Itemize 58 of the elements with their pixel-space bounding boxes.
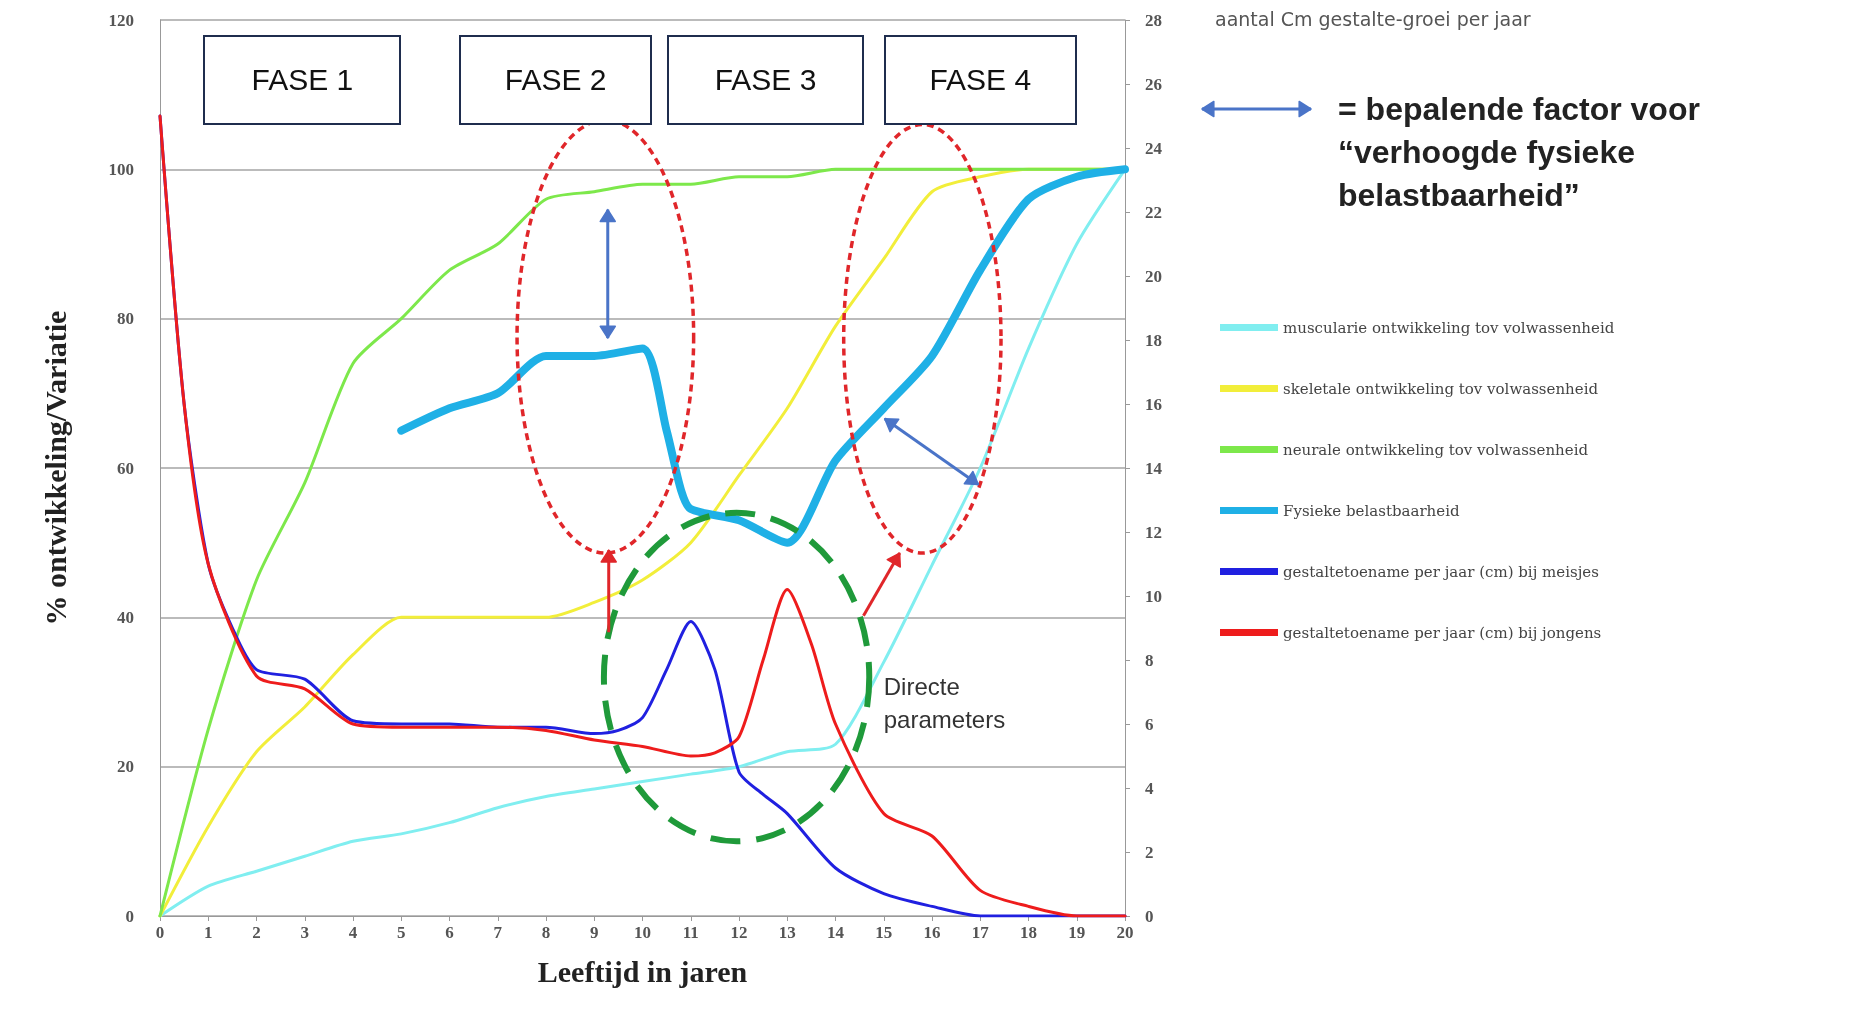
legend-label: neurale ontwikkeling tov volwassenheid — [1283, 440, 1589, 459]
y2-tick-label: 6 — [1145, 714, 1154, 734]
text: = bepalende factor voor “verhoogde fysieke belastbaarheid” — [1338, 90, 1701, 215]
y2-tick-label: 2 — [1145, 842, 1154, 862]
y2-tick-label: 26 — [1145, 74, 1162, 94]
x-tick-label: 20 — [1116, 923, 1134, 942]
x-axis-title: Leeftijd in jaren — [537, 954, 748, 988]
y-tick-label: 0 — [125, 906, 134, 926]
x-tick-label: 13 — [778, 923, 796, 942]
y2-tick-label: 20 — [1145, 266, 1162, 286]
y-tick-label: 60 — [117, 458, 134, 478]
x-tick-label: 2 — [252, 923, 261, 942]
y2-tick-label: 4 — [1145, 778, 1154, 798]
label-box: FASE 4 — [883, 34, 1077, 125]
y2-tick-label: 8 — [1145, 650, 1154, 670]
y2-tick-label: 16 — [1145, 394, 1162, 414]
x-tick-label: 7 — [493, 923, 503, 942]
legend-label: skeletale ontwikkeling tov volwassenheid — [1283, 379, 1599, 398]
x-tick-label: 0 — [155, 923, 165, 942]
x-tick-label: 9 — [590, 923, 599, 942]
y-tick-label: 40 — [117, 607, 134, 627]
x-tick-label: 11 — [682, 923, 699, 942]
x-tick-label: 15 — [875, 923, 893, 942]
x-tick-label: 10 — [634, 923, 651, 942]
y2-tick-label: 18 — [1145, 330, 1162, 350]
x-tick-label: 18 — [1020, 923, 1037, 942]
y2-tick-label: 24 — [1145, 138, 1163, 158]
x-tick-label: 12 — [730, 923, 748, 942]
legend-label: Fysieke belastbaarheid — [1283, 501, 1460, 520]
y-tick-label: 20 — [117, 757, 134, 777]
x-tick-label: 3 — [300, 923, 309, 942]
legend-label: gestaltetoename per jaar (cm) bij jongens — [1283, 623, 1602, 642]
y2-tick-label: 0 — [1145, 906, 1154, 926]
x-tick-label: 17 — [971, 923, 990, 942]
legend-label: muscularie ontwikkeling tov volwassenheid — [1283, 318, 1615, 337]
y2-tick-label: 22 — [1145, 202, 1162, 222]
y-tick-label: 100 — [108, 159, 134, 179]
y2-tick-label: 28 — [1145, 10, 1162, 30]
y2-axis-title: aantal Cm gestalte-groei per jaar — [1215, 8, 1531, 30]
y2-tick-label: 12 — [1145, 522, 1162, 542]
y2-tick-label: 14 — [1145, 458, 1163, 478]
x-tick-label: 8 — [541, 923, 551, 942]
x-tick-label: 1 — [204, 923, 213, 942]
label-box: FASE 1 — [203, 34, 402, 125]
x-tick-label: 14 — [827, 923, 845, 942]
x-tick-label: 5 — [397, 923, 406, 942]
y2-tick-label: 10 — [1145, 586, 1162, 606]
annotation: Directe parameters — [883, 671, 1007, 735]
label-box: FASE 3 — [666, 34, 865, 125]
x-tick-label: 19 — [1068, 923, 1086, 942]
y-axis-title: % ontwikkeling/Variatie — [38, 310, 72, 626]
legend-label: gestaltetoename per jaar (cm) bij meisjes — [1283, 562, 1599, 581]
x-tick-label: 4 — [348, 923, 358, 942]
x-tick-label: 6 — [445, 923, 454, 942]
y-tick-label: 80 — [117, 309, 134, 329]
y-tick-label: 120 — [108, 10, 134, 30]
label-box: FASE 2 — [459, 34, 653, 125]
x-tick-label: 16 — [923, 923, 941, 942]
